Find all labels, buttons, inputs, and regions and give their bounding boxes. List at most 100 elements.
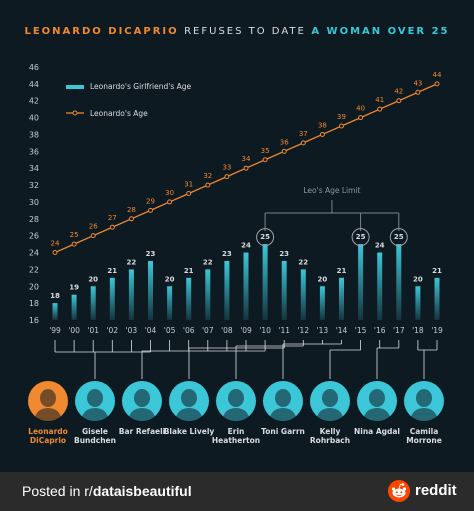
bar-'11: [281, 260, 287, 320]
age-limit-ring: [351, 228, 370, 247]
x-tick-label: '07: [202, 326, 214, 335]
leonardo-age-label: 42: [394, 88, 403, 96]
leonardo-age-label: 38: [318, 121, 327, 129]
bar-value-label: 21: [184, 267, 194, 275]
legend-bar-swatch: [66, 85, 84, 89]
x-tick-label: '16: [374, 326, 386, 335]
bar-value-label: 20: [165, 275, 175, 283]
person-silhouette-icon: [222, 389, 250, 421]
bar-value-label: 22: [127, 258, 137, 266]
x-tick-label: '06: [183, 326, 195, 335]
person-name: Bar Refaeli: [118, 427, 166, 436]
person-name: Camila Morrone: [406, 427, 442, 445]
leonardo-age-point: [358, 115, 364, 121]
footer-text[interactable]: Posted in r/dataisbeautiful: [22, 483, 192, 499]
avatar: [310, 381, 350, 421]
bar-value-label: 18: [50, 292, 60, 300]
bar-'19: [434, 277, 440, 320]
bar-'02: [109, 277, 115, 320]
person-silhouette-icon: [410, 389, 438, 421]
person-name: Blake Lively: [163, 427, 215, 436]
footer-bar: Posted in r/dataisbeautiful reddit: [0, 472, 474, 511]
age-limit-ring: [256, 228, 275, 247]
y-tick-label: 46: [29, 63, 39, 72]
leonardo-age-point: [224, 174, 230, 180]
person-silhouette-icon: [269, 389, 297, 421]
person-silhouette-icon: [128, 389, 156, 421]
bar-value-label: 24: [375, 242, 385, 250]
bar-'06: [186, 277, 192, 320]
bar-value-label: 20: [318, 275, 328, 283]
leonardo-age-label: 40: [356, 105, 365, 113]
leonardo-age-point: [415, 89, 421, 95]
avatar: [216, 381, 256, 421]
leonardo-age-point: [319, 131, 325, 137]
leonardo-age-label: 34: [242, 155, 251, 163]
leonardo-age-label: 36: [280, 138, 289, 146]
x-tick-label: '00: [68, 326, 80, 335]
leonardo-age-point: [262, 157, 268, 163]
bar-'12: [300, 269, 306, 320]
x-tick-label: '05: [164, 326, 176, 335]
person-silhouette-icon: [34, 389, 62, 421]
leonardo-age-point: [434, 81, 440, 87]
title-part-1: LEONARDO DICAPRIO: [24, 26, 179, 37]
footer-prefix: Posted in r/: [22, 483, 93, 499]
bar-value-label: 25: [260, 233, 270, 241]
leonardo-age-point: [281, 148, 287, 154]
leonardo-age-point: [300, 140, 306, 146]
bar-'05: [167, 286, 173, 320]
avatar: [75, 381, 115, 421]
y-tick-label: 22: [29, 265, 39, 274]
age-limit-label: Leo's Age Limit: [303, 186, 360, 195]
x-tick-label: '11: [278, 326, 290, 335]
reddit-logo-icon[interactable]: [388, 480, 410, 502]
x-tick-label: '15: [355, 326, 367, 335]
leonardo-age-label: 37: [299, 130, 308, 138]
y-tick-label: 30: [29, 198, 39, 207]
x-tick-label: '14: [336, 326, 348, 335]
x-tick-label: '01: [87, 326, 99, 335]
bar-'10: [262, 244, 268, 320]
legend-bar-label: Leonardo's Girlfriend's Age: [90, 82, 191, 91]
x-tick-label: '03: [126, 326, 138, 335]
bar-'18: [415, 286, 421, 320]
leonardo-age-label: 25: [70, 231, 79, 239]
leonardo-age-point: [128, 216, 134, 222]
x-tick-label: '10: [259, 326, 271, 335]
leonardo-age-label: 43: [413, 79, 422, 87]
leonardo-age-point: [71, 241, 77, 247]
y-tick-label: 28: [29, 215, 39, 224]
leonardo-age-point: [339, 123, 344, 129]
title-part-3: A WOMAN OVER 25: [311, 26, 450, 37]
leonardo-age-point: [109, 224, 115, 230]
bar-'17: [396, 244, 402, 320]
bar-value-label: 25: [394, 233, 404, 241]
avatar: [122, 381, 162, 421]
reddit-wordmark[interactable]: reddit: [415, 482, 457, 499]
leonardo-age-point: [167, 199, 173, 205]
leonardo-age-label: 32: [203, 172, 212, 180]
x-tick-label: '08: [221, 326, 233, 335]
avatar: [28, 381, 68, 421]
leonardo-age-label: 30: [165, 189, 174, 197]
person-name: Leonardo DiCaprio: [28, 427, 68, 445]
footer-subreddit: dataisbeautiful: [92, 483, 192, 499]
y-tick-label: 44: [29, 80, 39, 89]
bar-'15: [358, 244, 364, 320]
bar-value-label: 20: [88, 275, 98, 283]
bar-value-label: 19: [69, 284, 79, 292]
avatar: [357, 381, 397, 421]
x-tick-label: '04: [145, 326, 157, 335]
leonardo-age-point: [205, 182, 211, 188]
leonardo-age-point: [90, 233, 96, 239]
leonardo-age-point: [377, 106, 383, 112]
leonardo-age-label: 28: [127, 206, 136, 214]
person-silhouette-icon: [175, 389, 203, 421]
leonardo-age-point: [396, 98, 402, 104]
chart-svg: 16 18 20 22 24 26 28 30 32 34 36 38 40 42 44 46 18 '99 19 '…: [29, 63, 443, 379]
bar-'08: [224, 260, 230, 320]
y-tick-label: 20: [29, 282, 39, 291]
bar-value-label: 25: [356, 233, 366, 241]
